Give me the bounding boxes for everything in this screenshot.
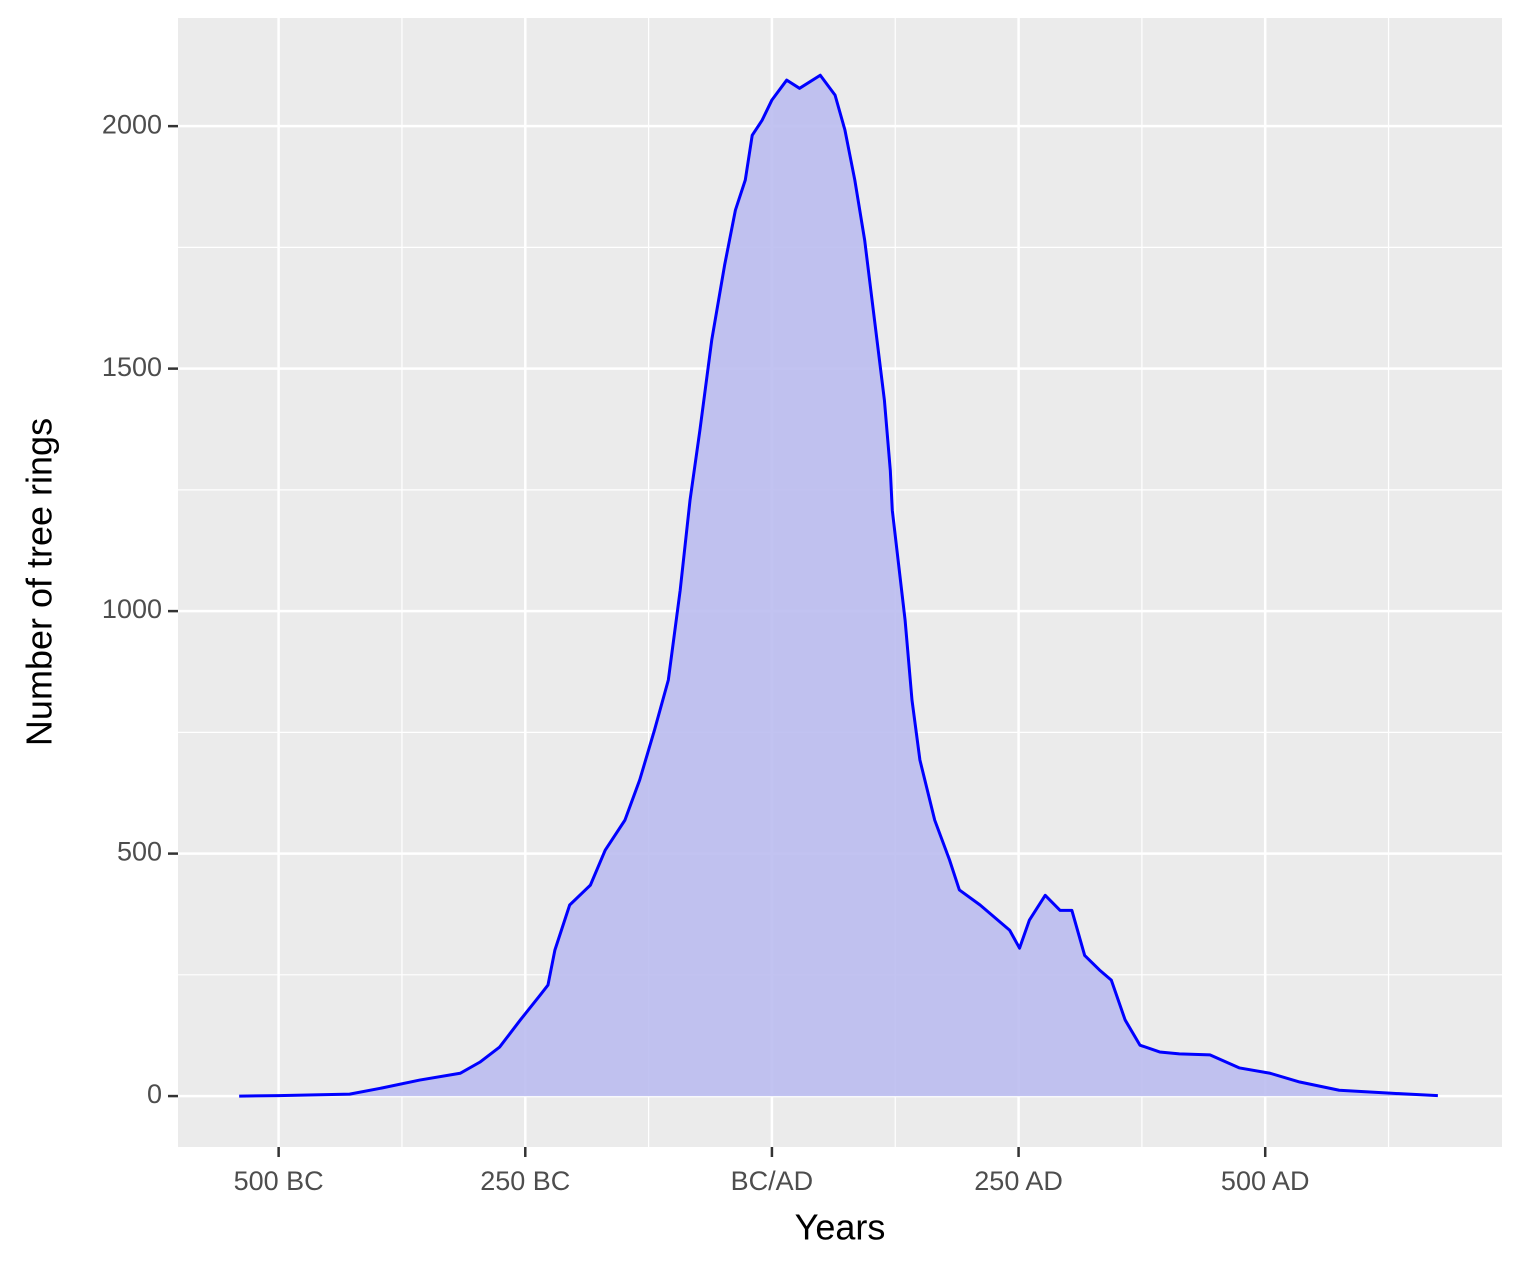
y-tick-label: 0 (147, 1079, 162, 1109)
y-tick-label: 1500 (102, 352, 162, 382)
y-axis-title: Number of tree rings (19, 418, 60, 746)
area (239, 75, 1438, 1097)
x-tick-label: 250 AD (974, 1166, 1063, 1196)
x-axis-title: Years (795, 1207, 886, 1248)
y-tick-label: 500 (117, 837, 162, 867)
x-tick-label: 500 BC (234, 1166, 324, 1196)
x-tick-label: BC/AD (731, 1166, 814, 1196)
x-tick-label: 250 BC (480, 1166, 570, 1196)
y-tick-label: 1000 (102, 594, 162, 624)
y-tick-label: 2000 (102, 109, 162, 139)
x-tick-label: 500 AD (1221, 1166, 1310, 1196)
line (239, 73, 1438, 1098)
